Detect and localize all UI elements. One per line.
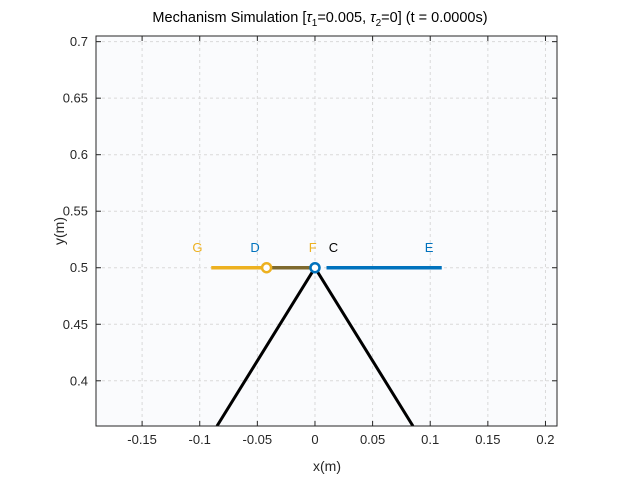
tau1-symbol: τ (306, 10, 313, 26)
x-tick-label: -0.1 (189, 432, 211, 447)
x-tick-label: 0.15 (475, 432, 500, 447)
y-tick-label: 0.65 (63, 91, 88, 106)
point-label: D (250, 240, 259, 255)
chart-title: Mechanism Simulation [τ1=0.005, τ2=0] (t… (152, 10, 487, 29)
tau1-value: =0.005, (317, 10, 370, 26)
y-tick-label: 0.6 (70, 147, 88, 162)
x-tick-label: 0.2 (536, 432, 554, 447)
joint-layer (260, 261, 321, 274)
x-axis-label: x(m) (313, 458, 341, 474)
x-tick-label: -0.15 (127, 432, 157, 447)
x-tick-label: 0 (311, 432, 318, 447)
y-tick-label: 0.55 (63, 204, 88, 219)
plot-frame (95, 35, 558, 427)
tick-layer: -0.15 -0.1 -0.05 0 0.05 0.1 0.15 0.2 0.4 0.45 0.5 0… (63, 34, 557, 447)
y-tick-label: 0.4 (70, 373, 88, 388)
tau2-symbol: τ (370, 10, 377, 26)
point-label: C (329, 240, 338, 255)
point-label: F (309, 240, 317, 255)
y-axis-label: y(m) (51, 217, 67, 245)
point-label: E (425, 240, 434, 255)
x-tick-label: 0.05 (360, 432, 385, 447)
point-label: G (192, 240, 202, 255)
title-main: Mechanism Simulation [ (152, 10, 306, 26)
x-tick-label: -0.05 (243, 432, 273, 447)
tau2-value: =0] (t = 0.0000s) (381, 10, 487, 26)
joint-marker (260, 261, 273, 274)
x-tick-label: 0.1 (421, 432, 439, 447)
plot-background (96, 36, 557, 426)
y-tick-label: 0.7 (70, 34, 88, 49)
tau2-subscript: 2 (376, 18, 382, 29)
y-tick-label: 0.5 (70, 260, 88, 275)
joint-marker (309, 261, 321, 274)
tau1-subscript: 1 (312, 18, 318, 29)
y-tick-label: 0.45 (63, 317, 88, 332)
